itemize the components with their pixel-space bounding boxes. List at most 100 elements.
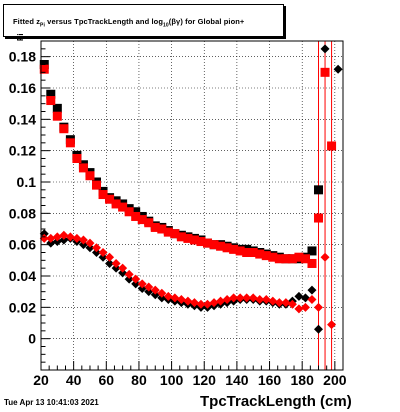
diamond-marker bbox=[327, 320, 337, 330]
square-marker bbox=[229, 244, 239, 254]
diamond-marker bbox=[85, 238, 95, 248]
timestamp: Tue Apr 13 10:41:03 2021 bbox=[4, 398, 99, 407]
diamond-marker bbox=[300, 302, 310, 312]
square-marker bbox=[163, 227, 173, 237]
diamond-marker bbox=[189, 298, 199, 308]
diamond-marker bbox=[52, 232, 62, 242]
y-tick-label: 0.12 bbox=[9, 143, 36, 159]
diamond-marker bbox=[294, 304, 304, 314]
square-marker bbox=[52, 103, 62, 113]
diamond-marker bbox=[131, 279, 141, 289]
diamond-marker bbox=[78, 235, 88, 245]
square-marker bbox=[307, 258, 317, 268]
y-tick-label: 0.04 bbox=[9, 268, 36, 284]
square-marker bbox=[72, 154, 82, 163]
square-marker bbox=[222, 243, 232, 253]
square-marker bbox=[235, 246, 245, 256]
square-marker bbox=[176, 232, 186, 242]
square-marker bbox=[52, 111, 62, 121]
diamond-marker bbox=[105, 258, 115, 268]
diamond-marker bbox=[111, 263, 121, 273]
square-marker bbox=[242, 248, 252, 257]
square-marker bbox=[65, 138, 75, 148]
x-tick-label: 180 bbox=[291, 372, 315, 388]
square-marker bbox=[314, 213, 324, 223]
diamond-marker bbox=[307, 295, 317, 304]
diamond-marker bbox=[255, 295, 265, 304]
square-marker bbox=[248, 248, 258, 257]
square-marker bbox=[281, 254, 291, 264]
diamond-marker bbox=[65, 232, 75, 242]
square-marker bbox=[255, 249, 265, 259]
diamond-marker bbox=[248, 293, 258, 303]
x-tick-label: 80 bbox=[131, 372, 147, 388]
x-tick-label: 200 bbox=[323, 372, 347, 388]
data-points bbox=[39, 44, 343, 334]
square-marker bbox=[196, 237, 206, 247]
x-tick-label: 140 bbox=[225, 372, 249, 388]
square-marker bbox=[183, 233, 193, 243]
square-marker bbox=[157, 224, 167, 234]
square-marker bbox=[189, 235, 199, 245]
square-marker bbox=[39, 64, 49, 74]
x-tick-label: 120 bbox=[193, 372, 217, 388]
y-tick-label: 0.14 bbox=[9, 111, 36, 127]
square-marker bbox=[314, 185, 324, 195]
square-marker bbox=[46, 89, 56, 99]
diamond-marker bbox=[307, 285, 317, 295]
diamond-marker bbox=[157, 293, 167, 303]
diamond-marker bbox=[203, 299, 213, 309]
x-tick-label: 100 bbox=[160, 372, 184, 388]
square-marker bbox=[124, 207, 134, 217]
y-tick-label: 0 bbox=[28, 331, 36, 347]
diamond-marker bbox=[274, 298, 284, 308]
diamond-marker bbox=[118, 268, 128, 278]
diamond-marker bbox=[98, 252, 108, 262]
y-tick-label: 0.16 bbox=[9, 80, 36, 96]
diamond-marker bbox=[111, 258, 121, 268]
square-marker bbox=[170, 229, 180, 239]
square-marker bbox=[274, 254, 284, 264]
y-tick-label: 0.18 bbox=[9, 49, 36, 65]
square-marker bbox=[85, 171, 95, 181]
diamond-marker bbox=[314, 324, 324, 334]
square-marker bbox=[294, 252, 304, 262]
diamond-marker bbox=[46, 233, 56, 243]
diamond-marker bbox=[287, 299, 297, 309]
diamond-marker bbox=[229, 293, 239, 303]
y-tick-label: 0.1 bbox=[17, 174, 37, 190]
y-tick-label: 0.08 bbox=[9, 205, 36, 221]
diamond-marker bbox=[333, 64, 343, 74]
square-marker bbox=[46, 96, 56, 106]
diamond-marker bbox=[52, 237, 62, 247]
square-marker bbox=[150, 222, 160, 232]
square-marker bbox=[203, 238, 213, 248]
axis-ticks bbox=[40, 48, 336, 370]
diamond-marker bbox=[222, 295, 232, 304]
square-marker bbox=[92, 180, 102, 190]
diamond-marker bbox=[72, 233, 82, 243]
diamond-marker bbox=[183, 296, 193, 306]
diamond-marker bbox=[46, 238, 56, 248]
square-marker bbox=[111, 199, 121, 209]
diamond-marker bbox=[105, 252, 115, 262]
diamond-marker bbox=[39, 229, 49, 239]
tick-labels: 20 40 60 80 100 120 140 160 180 200 0 0.02 0.04 0.06 0… bbox=[9, 49, 347, 388]
diamond-marker bbox=[39, 233, 49, 243]
square-marker bbox=[209, 240, 219, 250]
diamond-marker bbox=[261, 295, 271, 304]
diamond-marker bbox=[281, 298, 291, 308]
diamond-marker bbox=[85, 243, 95, 253]
square-marker bbox=[131, 207, 141, 217]
diamond-marker bbox=[242, 293, 252, 303]
x-tick-label: 60 bbox=[99, 372, 115, 388]
x-tick-label: 40 bbox=[66, 372, 82, 388]
square-marker bbox=[98, 190, 108, 200]
diamond-marker bbox=[300, 293, 310, 303]
diamond-marker bbox=[176, 295, 186, 304]
y-tick-label: 0.02 bbox=[9, 299, 36, 315]
diamond-marker bbox=[320, 252, 330, 262]
square-marker bbox=[59, 124, 69, 134]
diamond-marker bbox=[268, 296, 278, 306]
